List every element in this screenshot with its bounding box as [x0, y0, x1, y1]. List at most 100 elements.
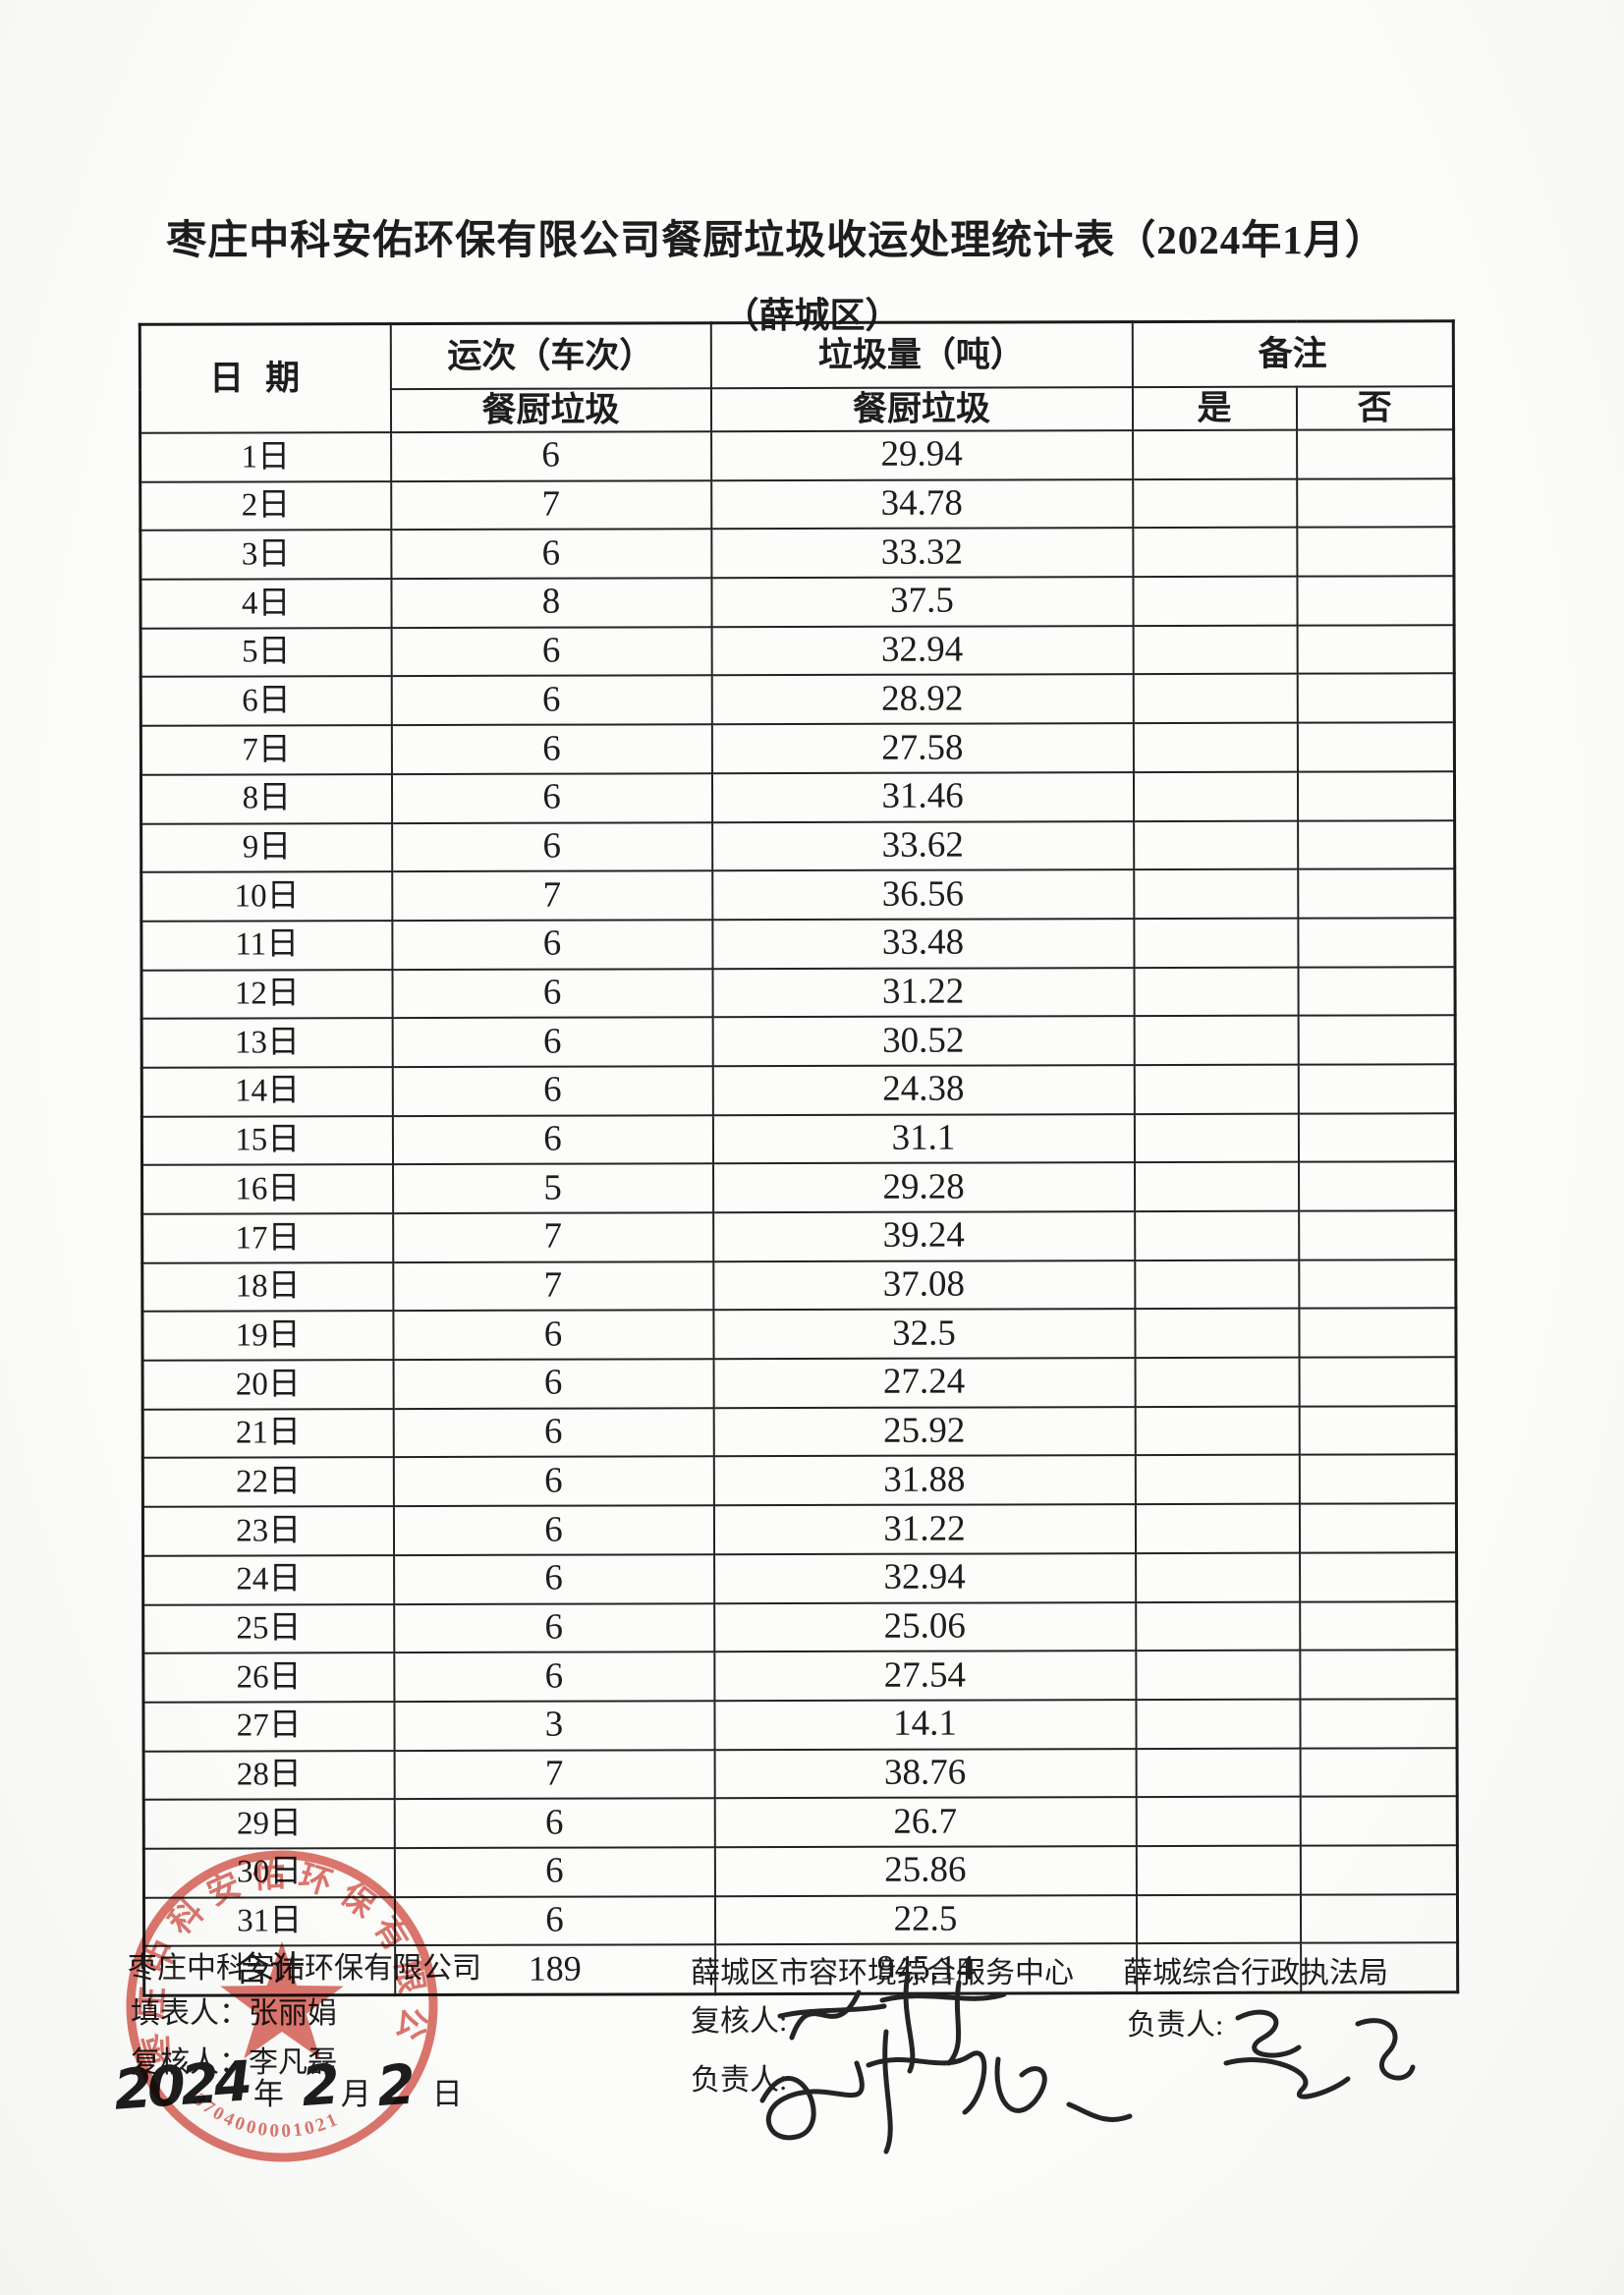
trips-cell: 6 [390, 529, 711, 580]
trips-cell: 6 [393, 1456, 714, 1507]
remark-yes-cell [1134, 1064, 1299, 1114]
amount-cell: 24.38 [712, 1065, 1135, 1115]
trips-cell: 6 [391, 626, 712, 677]
remark-no-cell [1299, 1552, 1457, 1602]
amount-cell: 31.1 [712, 1113, 1135, 1164]
remark-yes-cell [1133, 820, 1298, 870]
trips-cell: 7 [392, 1260, 713, 1312]
date-cell: 10日 [140, 871, 392, 922]
remark-no-cell [1298, 1210, 1456, 1260]
date-cell: 12日 [140, 969, 393, 1020]
remark-no-cell [1299, 1699, 1458, 1749]
remark-no-cell [1297, 918, 1456, 968]
trips-cell: 6 [391, 821, 712, 872]
day-char: 日 [431, 2077, 463, 2111]
trips-cell: 6 [393, 1554, 714, 1604]
remark-no-cell [1298, 1015, 1456, 1065]
table-row: 17日 7 39.24 [141, 1210, 1456, 1263]
amount-cell: 33.32 [710, 528, 1133, 579]
trips-cell: 6 [391, 920, 712, 970]
amount-cell: 14.1 [713, 1699, 1137, 1750]
remark-no-cell [1298, 1259, 1456, 1310]
table-row: 8日 6 31.46 [140, 771, 1455, 824]
header-date: 日期 [140, 323, 391, 433]
trips-cell: 6 [390, 431, 711, 481]
date-cell: 5日 [140, 627, 392, 678]
amount-cell: 36.56 [711, 869, 1134, 921]
amount-cell: 27.58 [711, 723, 1134, 774]
amount-cell: 34.78 [710, 478, 1133, 530]
amount-cell: 29.94 [710, 430, 1133, 480]
remark-yes-cell [1133, 674, 1298, 724]
table-row: 24日 6 32.94 [142, 1552, 1457, 1605]
remark-no-cell [1297, 673, 1455, 723]
amount-cell: 37.5 [710, 577, 1134, 627]
amount-cell: 39.24 [712, 1211, 1135, 1261]
remark-no-cell [1300, 1845, 1458, 1895]
date-cell: 23日 [142, 1506, 394, 1556]
remark-yes-cell [1136, 1845, 1301, 1895]
table-row: 3日 6 33.32 [140, 527, 1454, 580]
amount-cell: 29.28 [712, 1162, 1135, 1213]
remark-yes-cell [1132, 576, 1298, 626]
company-seal-stamp: 枣庄中科安佑环保有限公司 3704000001021 [116, 1841, 438, 2162]
trips-cell: 6 [391, 968, 713, 1019]
amount-cell: 33.48 [711, 918, 1134, 969]
seal-star-icon [220, 1941, 344, 2059]
remark-yes-cell [1136, 1748, 1301, 1798]
table-row: 5日 6 32.94 [140, 625, 1455, 678]
svg-text:3704000001021: 3704000001021 [190, 2090, 344, 2142]
remark-yes-cell [1133, 868, 1298, 919]
table-row: 14日 6 24.38 [141, 1064, 1456, 1117]
amount-cell: 32.94 [711, 625, 1134, 676]
remark-yes-cell [1135, 1601, 1300, 1651]
trips-cell: 7 [394, 1749, 715, 1800]
table-row: 21日 6 25.92 [142, 1405, 1457, 1459]
header-remark: 备注 [1132, 320, 1454, 388]
trips-cell: 5 [392, 1163, 713, 1214]
header-remark-no: 否 [1296, 386, 1454, 430]
table-row: 10日 7 36.56 [140, 868, 1455, 922]
table-row: 28日 7 38.76 [143, 1747, 1458, 1800]
trips-cell: 6 [393, 1651, 714, 1702]
trips-cell: 7 [391, 870, 712, 921]
remark-no-cell [1299, 1454, 1457, 1504]
trips-cell: 6 [391, 675, 712, 726]
footer-middle-reviewer-label: 复核人: [691, 2005, 788, 2038]
date-cell: 13日 [141, 1018, 393, 1068]
remark-yes-cell [1135, 1552, 1300, 1602]
remark-yes-cell [1134, 1161, 1299, 1212]
remark-no-cell [1296, 429, 1454, 479]
date-cell: 28日 [143, 1750, 395, 1800]
amount-cell: 31.46 [711, 771, 1134, 822]
remark-yes-cell [1133, 722, 1298, 772]
table-row: 22日 6 31.88 [142, 1454, 1457, 1507]
signature-right-manager [1223, 2009, 1416, 2099]
remark-yes-cell [1135, 1650, 1300, 1700]
signature-middle-reviewer [777, 1972, 1007, 2074]
date-cell: 26日 [142, 1652, 394, 1703]
remark-no-cell [1300, 1893, 1458, 1943]
handwritten-date: 2024 年 2 月 2 日 [112, 2049, 463, 2122]
date-cell: 7日 [140, 725, 392, 775]
remark-yes-cell [1136, 1796, 1301, 1847]
table-row: 12日 6 31.22 [140, 966, 1456, 1020]
date-cell: 22日 [142, 1457, 394, 1507]
remark-yes-cell [1132, 429, 1297, 479]
remark-yes-cell [1134, 1259, 1299, 1310]
amount-cell: 27.24 [713, 1358, 1136, 1408]
page-subtitle: （薛城区） [723, 296, 901, 335]
remark-yes-cell [1135, 1503, 1300, 1553]
amount-cell: 32.94 [713, 1552, 1136, 1603]
table-row: 9日 6 33.62 [140, 819, 1455, 872]
seal-ring [126, 1850, 438, 2162]
table-row: 26日 6 27.54 [142, 1650, 1457, 1703]
trips-cell: 6 [392, 1310, 714, 1361]
amount-cell: 22.5 [714, 1894, 1137, 1945]
remark-yes-cell [1132, 528, 1297, 578]
remark-no-cell [1299, 1600, 1457, 1651]
amount-cell: 27.54 [713, 1651, 1136, 1702]
amount-cell: 31.88 [713, 1455, 1136, 1506]
table-row: 4日 8 37.5 [140, 576, 1455, 629]
